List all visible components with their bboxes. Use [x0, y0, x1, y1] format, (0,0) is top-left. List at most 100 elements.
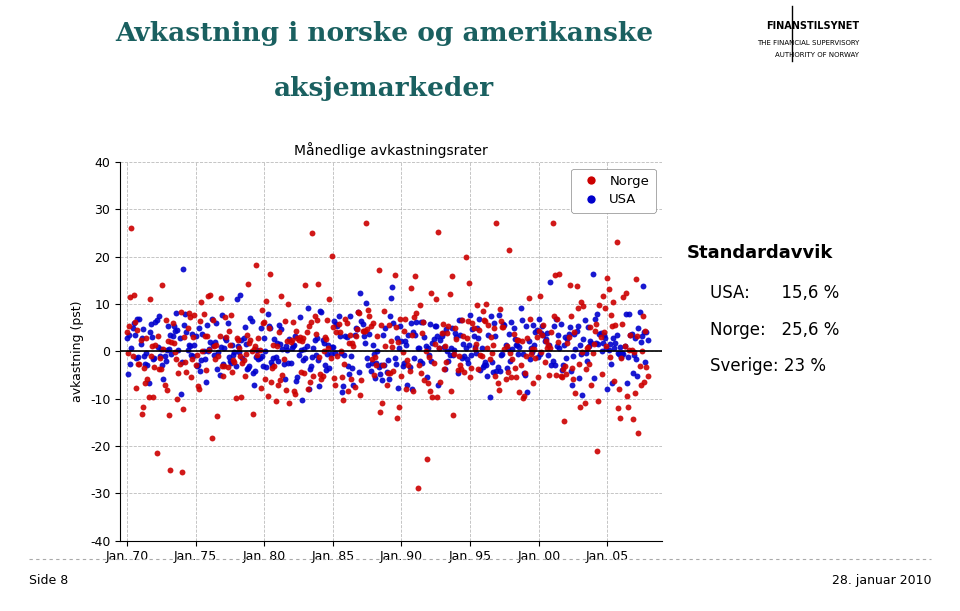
Point	[203, 337, 218, 346]
Point	[135, 403, 151, 412]
Point	[173, 389, 188, 398]
Point	[487, 318, 502, 328]
Point	[394, 336, 409, 346]
Point	[408, 271, 423, 281]
Point	[352, 390, 368, 400]
Point	[231, 348, 247, 357]
Point	[134, 409, 150, 419]
Point	[165, 331, 180, 341]
Point	[289, 376, 304, 386]
Point	[297, 368, 312, 378]
Point	[571, 373, 587, 382]
Point	[298, 280, 313, 290]
Point	[242, 338, 257, 348]
Point	[283, 337, 299, 347]
Point	[441, 321, 456, 331]
Point	[565, 374, 581, 384]
Point	[249, 353, 264, 362]
Point	[600, 384, 615, 393]
Point	[292, 332, 307, 342]
Point	[148, 317, 163, 327]
Point	[368, 352, 383, 362]
Point	[560, 338, 575, 348]
Point	[246, 345, 261, 354]
Point	[532, 349, 547, 359]
Point	[470, 364, 486, 373]
Text: Standardavvik: Standardavvik	[686, 244, 832, 262]
Text: aksjemarkeder: aksjemarkeder	[274, 76, 494, 101]
Point	[619, 378, 635, 388]
Point	[337, 359, 352, 368]
Point	[516, 392, 532, 401]
Point	[498, 340, 514, 349]
Point	[482, 392, 497, 401]
Point	[226, 350, 241, 360]
Point	[278, 386, 294, 395]
Point	[123, 291, 138, 301]
Point	[415, 329, 430, 338]
Point	[361, 360, 376, 370]
Point	[601, 345, 616, 354]
Point	[206, 340, 222, 350]
Point	[393, 321, 408, 331]
Point	[578, 348, 593, 358]
Point	[534, 327, 549, 337]
Point	[204, 314, 219, 324]
Point	[164, 337, 180, 346]
Point	[255, 362, 271, 371]
Point	[291, 351, 306, 360]
Point	[379, 367, 395, 377]
Point	[243, 313, 258, 323]
Text: AUTHORITY OF NORWAY: AUTHORITY OF NORWAY	[776, 52, 859, 58]
Point	[471, 325, 487, 335]
Point	[519, 387, 535, 397]
Point	[228, 393, 243, 403]
Point	[272, 320, 287, 329]
Point	[361, 305, 376, 315]
Point	[460, 316, 475, 326]
Point	[529, 326, 544, 335]
Point	[362, 311, 377, 321]
Point	[153, 351, 168, 360]
Point	[363, 321, 378, 331]
Point	[554, 365, 569, 375]
Point	[579, 356, 594, 365]
Point	[633, 337, 648, 347]
Point	[246, 380, 261, 390]
Point	[182, 342, 198, 351]
Point	[505, 345, 520, 354]
Point	[388, 359, 403, 368]
Point	[599, 343, 614, 353]
Point	[373, 320, 389, 330]
Point	[358, 219, 373, 229]
Point	[192, 366, 207, 376]
Point	[463, 310, 478, 320]
Point	[606, 333, 621, 343]
Point	[638, 362, 654, 371]
Point	[549, 314, 564, 324]
Point	[321, 340, 336, 350]
Point	[542, 277, 558, 287]
Point	[345, 338, 360, 348]
Point	[570, 321, 586, 331]
Point	[507, 363, 522, 373]
Point	[356, 326, 372, 336]
Point	[605, 321, 620, 331]
Legend: Norge, USA: Norge, USA	[571, 169, 656, 213]
Point	[631, 323, 646, 333]
Point	[123, 360, 138, 370]
Text: 28. januar 2010: 28. januar 2010	[831, 574, 931, 587]
Point	[317, 360, 332, 370]
Point	[275, 344, 290, 354]
Point	[253, 384, 269, 393]
Point	[378, 323, 394, 333]
Point	[636, 377, 652, 387]
Point	[161, 411, 177, 420]
Point	[119, 333, 134, 343]
Point	[293, 345, 308, 354]
Point	[197, 354, 212, 364]
Point	[179, 327, 194, 337]
Point	[178, 357, 193, 367]
Point	[391, 337, 406, 347]
Point	[432, 343, 447, 353]
